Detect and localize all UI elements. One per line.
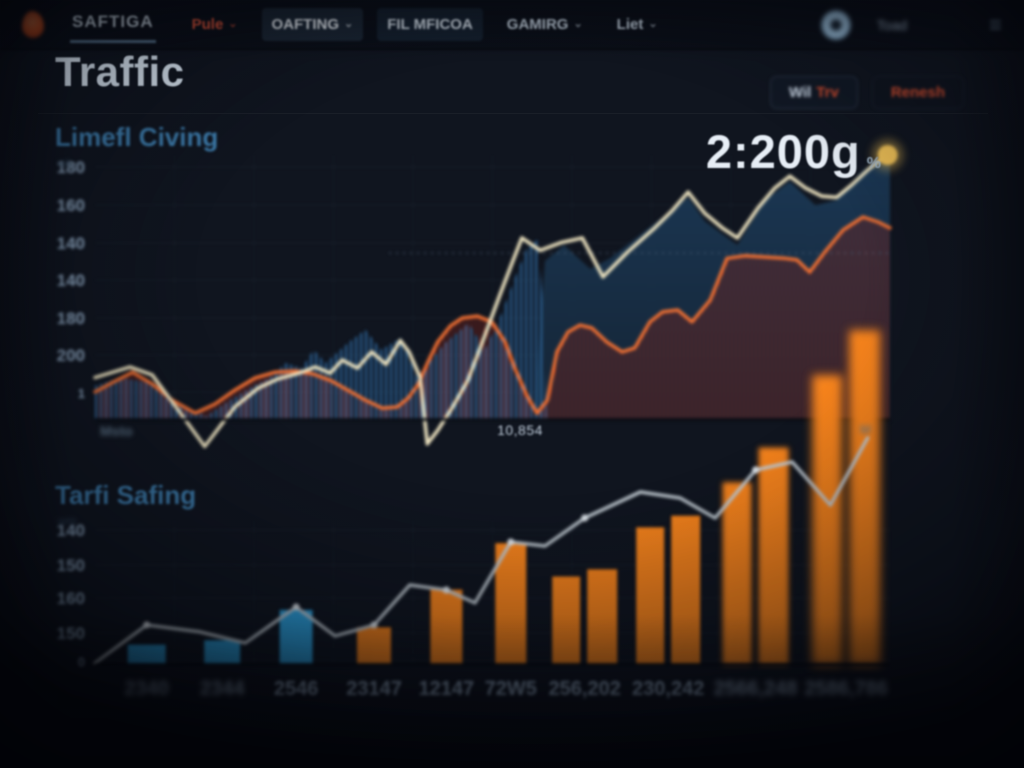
x-tick-label: 2546 — [274, 678, 319, 700]
orange-bar — [552, 576, 581, 665]
y-tick-label: 140 — [57, 271, 85, 290]
blue-bar — [127, 644, 166, 665]
line-marker-dot — [752, 466, 760, 474]
orange-bar — [671, 515, 701, 665]
line-marker-dot — [143, 621, 151, 629]
y-tick-label: 150 — [57, 624, 85, 643]
line-marker-dot — [581, 514, 589, 522]
blue-bar — [279, 609, 313, 665]
gray-trend-line — [93, 436, 870, 665]
headline-metric-suffix: % — [866, 155, 882, 172]
primary-action-button[interactable]: Wil Trv — [769, 76, 858, 109]
secondary-action-button[interactable]: Renesh — [871, 76, 964, 109]
app-logo-icon[interactable] — [22, 11, 44, 38]
nav-item-oafting[interactable]: OAFTING ⌄ — [261, 8, 364, 41]
y-tick-label: 160 — [57, 589, 85, 608]
line-marker-dot — [442, 586, 450, 594]
line-marker-dot — [370, 621, 378, 629]
top-chart-x-label-center: 10,854 — [497, 422, 543, 438]
x-tick-label: 72W5 — [485, 678, 537, 700]
x-tick-label: 2340 — [124, 678, 168, 700]
chevron-down-icon: ⌄ — [648, 18, 658, 30]
nav-item-fil-mficoa[interactable]: FIL MFICOA — [377, 8, 483, 41]
header-divider — [38, 113, 988, 114]
line-marker-dot — [292, 603, 300, 611]
nav-item-label: OAFTING — [271, 16, 340, 33]
nav-item-pule[interactable]: Pule ⌄ — [182, 8, 248, 41]
x-axis-baseline — [95, 663, 890, 666]
y-tick-label: 140 — [57, 234, 85, 253]
chevron-down-icon: ⌄ — [228, 18, 238, 30]
page-title: Traffic — [55, 48, 185, 95]
y-tick-label: 200 — [57, 346, 85, 365]
section2-tag: wm — [58, 514, 77, 528]
top-chart-x-label-left: Msto — [100, 423, 133, 439]
user-avatar[interactable] — [820, 9, 851, 40]
chevron-down-icon: ⌄ — [573, 18, 583, 30]
hamburger-menu-icon[interactable]: ≡ — [989, 11, 1002, 37]
nav-item-liet[interactable]: Liet ⌄ — [607, 8, 668, 41]
chevron-down-icon: ⌄ — [344, 18, 354, 30]
button-label: Renesh — [890, 84, 945, 101]
x-tick-label: 2566,248 — [714, 678, 797, 700]
headline-metric: 2:200g% — [706, 124, 882, 179]
y-tick-label: 160 — [57, 196, 85, 215]
orange-bar — [636, 527, 665, 666]
orange-bar — [430, 589, 463, 665]
orange-bar — [758, 447, 789, 665]
top-nav: SAFTIGA Pule ⌄ OAFTING ⌄ FIL MFICOA GAMIRG ⌄ Li… — [0, 0, 1024, 50]
nav-item-label: Liet — [616, 16, 644, 33]
orange-bar — [587, 569, 618, 665]
y-tick-label: 180 — [57, 309, 85, 328]
nav-item-gamirg[interactable]: GAMIRG ⌄ — [497, 8, 593, 41]
nav-item-label: GAMIRG — [506, 16, 569, 33]
orange-bar — [849, 330, 881, 665]
nav-item-label: FIL MFICOA — [387, 16, 473, 33]
y-tick-label: 1 — [78, 386, 85, 401]
x-tick-label: 230,242 — [632, 678, 704, 700]
blue-bar — [204, 640, 241, 665]
orange-bar — [357, 627, 391, 665]
user-name[interactable]: Toad — [876, 16, 908, 33]
x-tick-label: 2344 — [200, 678, 245, 700]
section2-subtitle: Tarfi Safing — [55, 480, 197, 510]
line-marker-dot — [507, 538, 515, 546]
header-actions: Wil Trv Renesh — [769, 76, 964, 109]
x-tick-label: 12147 — [419, 678, 475, 700]
nav-items: Pule ⌄ OAFTING ⌄ FIL MFICOA GAMIRG ⌄ Liet ⌄ — [182, 8, 668, 41]
x-axis-baseline — [95, 418, 890, 421]
section1-tag: wt — [58, 156, 70, 170]
orange-bar — [722, 482, 752, 665]
x-tick-label: 256,202 — [549, 678, 621, 700]
orange-bar — [812, 375, 843, 665]
headline-metric-value: 2:200g — [705, 125, 861, 178]
y-tick-label: 0 — [78, 655, 85, 670]
y-tick-label: 150 — [57, 556, 85, 575]
button-label-part: Trv — [816, 84, 839, 101]
button-label-part: Wil — [788, 84, 812, 101]
top-chart-x-label-right: M — [860, 422, 871, 437]
x-tick-label: 2586,786 — [805, 678, 888, 700]
x-tick-label: 23147 — [346, 678, 402, 700]
brand-name[interactable]: SAFTIGA — [70, 6, 156, 43]
section1-subtitle: Limefl Civing — [55, 122, 219, 152]
nav-item-label: Pule — [191, 16, 224, 33]
